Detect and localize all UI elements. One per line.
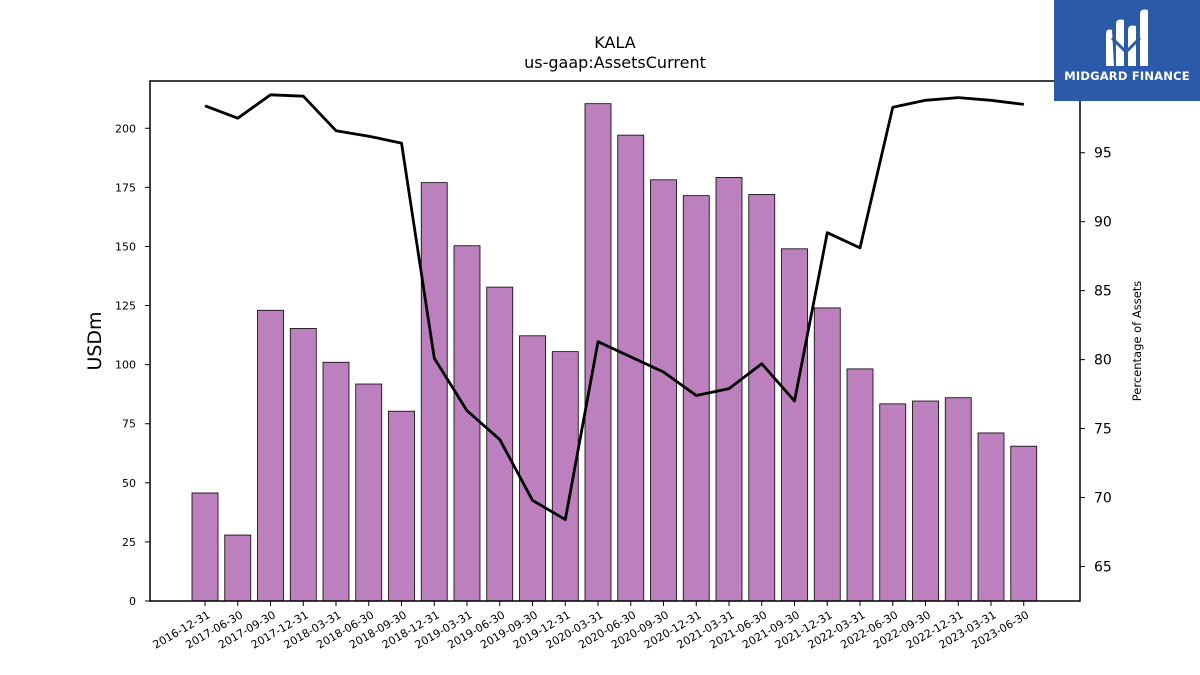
y-tick-label: 75 xyxy=(122,418,136,431)
bar-2018-12-31 xyxy=(420,182,448,602)
y-axis-label: USDm xyxy=(84,311,106,370)
y-tick-label: 200 xyxy=(115,122,136,135)
brand-logo: MIDGARD FINANCE xyxy=(1054,0,1200,101)
bar-2017-06-30 xyxy=(224,534,252,602)
y2-axis-label: Percentage of Assets xyxy=(1130,281,1144,402)
bar-2017-09-30 xyxy=(257,309,284,602)
bar-2018-09-30 xyxy=(388,410,415,602)
midgard-logo-icon xyxy=(1106,9,1148,66)
y-tick-label: 0 xyxy=(129,595,136,608)
bar-2021-12-31 xyxy=(813,307,841,602)
brand-name: MIDGARD FINANCE xyxy=(1064,69,1190,83)
y-tick-label: 50 xyxy=(122,477,136,490)
bar-2022-09-30 xyxy=(912,400,939,602)
y2-tick-label: 80 xyxy=(1094,353,1112,369)
bar-2020-03-31 xyxy=(584,103,612,602)
y2-tick-label: 70 xyxy=(1094,491,1112,507)
y-tick-label: 175 xyxy=(115,181,136,194)
y2-tick-label: 65 xyxy=(1094,560,1112,576)
bar-2016-12-31 xyxy=(191,492,219,602)
plot-frame xyxy=(149,80,1081,602)
bar-2022-12-31 xyxy=(944,397,972,602)
bar-2021-06-30 xyxy=(748,194,776,602)
bar-2022-06-30 xyxy=(879,403,907,602)
percentage-line xyxy=(204,93,1024,521)
bar-2019-03-31 xyxy=(453,245,481,602)
bar-2021-09-30 xyxy=(781,248,808,602)
bar-2020-06-30 xyxy=(617,134,645,602)
bar-2020-09-30 xyxy=(650,179,677,602)
chart-subtitle: us-gaap:AssetsCurrent xyxy=(524,53,706,72)
bar-2019-06-30 xyxy=(486,286,514,602)
y-tick-label: 100 xyxy=(115,359,136,372)
y-tick-label: 125 xyxy=(115,300,136,313)
bar-2018-03-31 xyxy=(322,361,350,602)
bar-2022-03-31 xyxy=(846,368,874,602)
y-tick-label: 150 xyxy=(115,240,136,253)
bar-2020-12-31 xyxy=(682,195,710,602)
y2-tick-label: 90 xyxy=(1094,215,1112,231)
y2-tick-label: 75 xyxy=(1094,422,1112,438)
bar-2017-12-31 xyxy=(289,328,317,602)
y-tick-label: 25 xyxy=(122,536,136,549)
bar-2018-06-30 xyxy=(355,383,383,602)
y2-tick-label: 85 xyxy=(1094,284,1112,300)
bar-2019-09-30 xyxy=(519,335,546,602)
bar-2023-06-30 xyxy=(1010,445,1038,602)
y2-tick-label: 95 xyxy=(1094,146,1112,162)
bar-2023-03-31 xyxy=(977,432,1005,602)
chart-title: KALA xyxy=(594,33,635,52)
